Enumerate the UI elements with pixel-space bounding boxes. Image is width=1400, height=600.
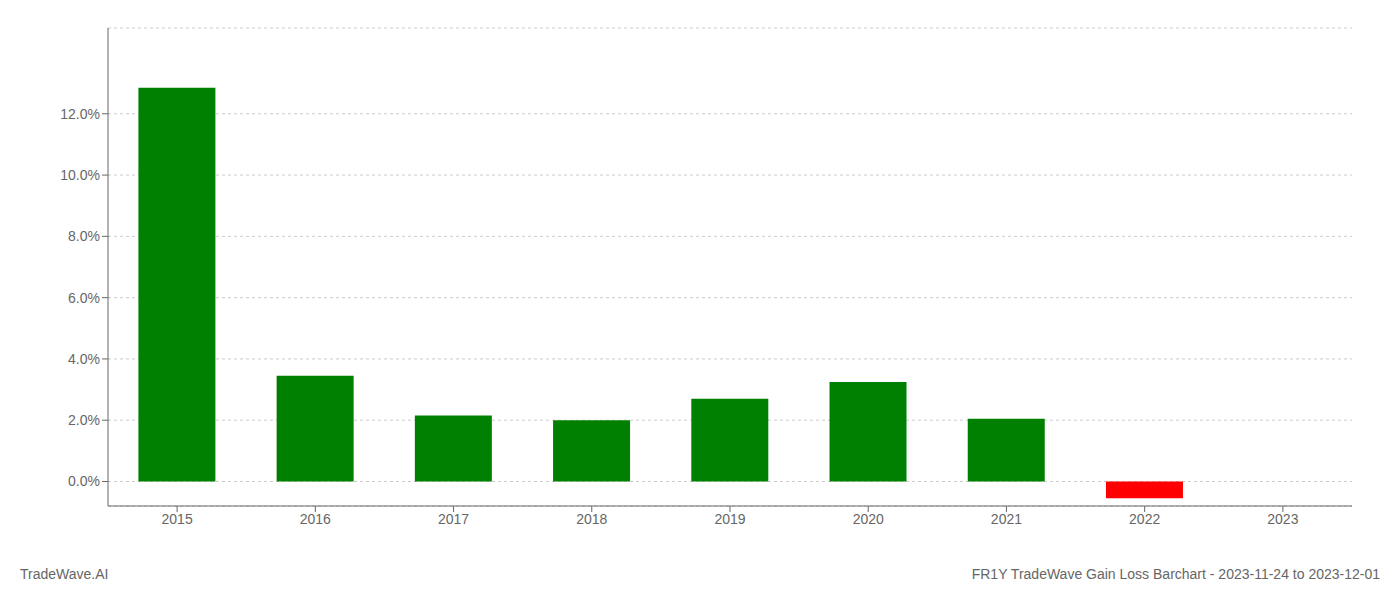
html-text:FR1Y TradeWave Gain Loss Barch: FR1Y TradeWave Gain Loss Barchart - 2023… <box>971 566 1380 582</box>
svg-text:4.0%: 4.0% <box>68 351 100 367</box>
svg-text:2015: 2015 <box>162 511 193 527</box>
svg-text:2.0%: 2.0% <box>68 412 100 428</box>
svg-text:2022: 2022 <box>1129 511 1160 527</box>
svg-text:2018: 2018 <box>576 511 607 527</box>
svg-text:2021: 2021 <box>991 511 1022 527</box>
svg-text:2017: 2017 <box>438 511 469 527</box>
svg-text:2020: 2020 <box>853 511 884 527</box>
html-text:TradeWave.AI: TradeWave.AI <box>20 566 109 582</box>
svg-text:8.0%: 8.0% <box>68 228 100 244</box>
svg-text:2019: 2019 <box>714 511 745 527</box>
svg-text:12.0%: 12.0% <box>60 106 100 122</box>
svg-text:0.0%: 0.0% <box>68 473 100 489</box>
svg-text:2023: 2023 <box>1267 511 1298 527</box>
svg-text:10.0%: 10.0% <box>60 167 100 183</box>
svg-text:2016: 2016 <box>300 511 331 527</box>
svg-text:6.0%: 6.0% <box>68 290 100 306</box>
